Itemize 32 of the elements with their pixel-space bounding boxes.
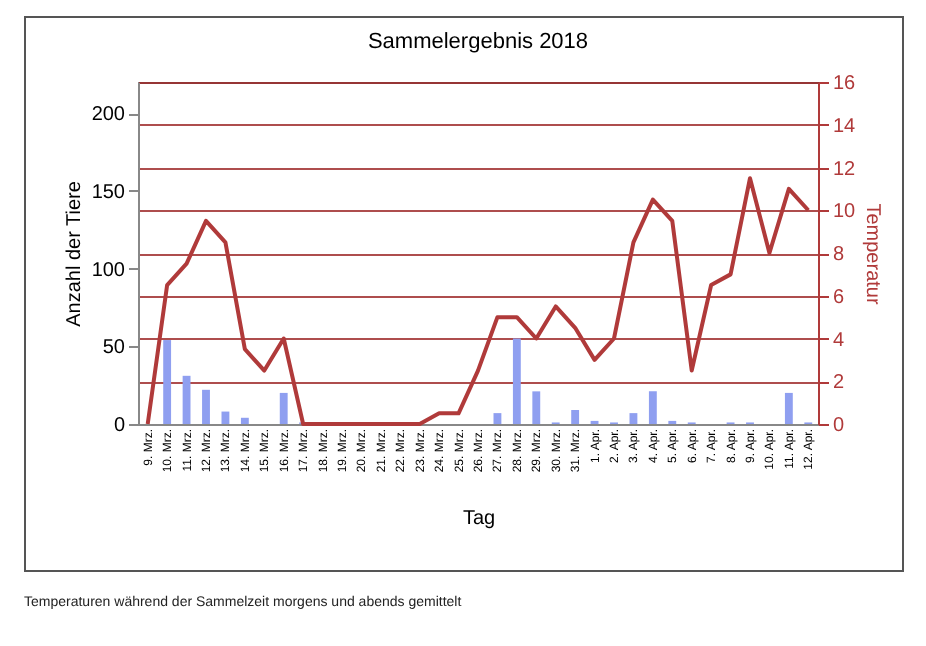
- y2-tick-label: 14: [833, 115, 857, 138]
- bar: [629, 413, 638, 424]
- y-axis-title: Anzahl der Tiere: [63, 180, 86, 327]
- bar: [279, 392, 288, 424]
- bar: [202, 389, 210, 424]
- y2-axis-title: Temperatur: [861, 203, 884, 306]
- y-tick-label: 0: [113, 415, 126, 437]
- bar: [532, 391, 541, 424]
- bar: [240, 417, 249, 424]
- y-tick-label: 50: [102, 337, 126, 360]
- line-series: [145, 176, 811, 426]
- y-tick-label: 200: [91, 104, 126, 127]
- y2-tick-label: 4: [833, 329, 845, 352]
- y-tick-label: 150: [91, 181, 126, 204]
- y2-tick-label: 12: [833, 158, 857, 181]
- bar: [512, 338, 521, 424]
- bar: [648, 391, 657, 424]
- y2-tick-label: 0: [833, 415, 845, 437]
- y-tick-label: 100: [91, 259, 126, 282]
- y2-tick-label: 6: [833, 286, 845, 309]
- bar: [784, 392, 793, 424]
- bar: [571, 410, 580, 424]
- y2-tick-label: 10: [833, 201, 857, 224]
- bar: [163, 340, 172, 424]
- y2-tick-label: 8: [833, 244, 845, 266]
- chart-title: Sammelergebnis 2018: [367, 30, 589, 54]
- y2-tick-label: 16: [833, 73, 857, 95]
- bar: [182, 375, 191, 424]
- y2-tick-label: 2: [833, 372, 845, 395]
- bar: [493, 413, 502, 424]
- x-axis-title: Tag: [462, 508, 496, 531]
- bar: [221, 411, 230, 424]
